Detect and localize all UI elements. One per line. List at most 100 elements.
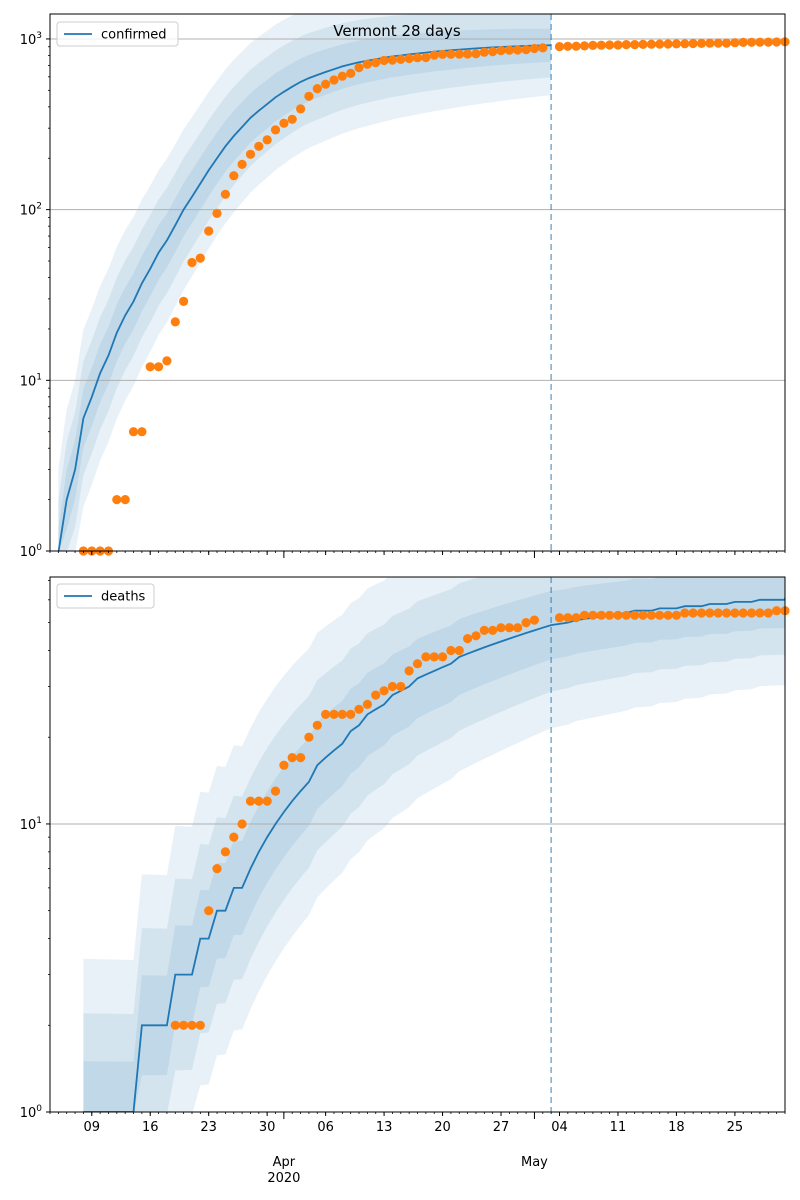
- confirmed-observed-point: [237, 159, 247, 169]
- confirmed-observed-point: [120, 495, 130, 505]
- confirmed-observed-point: [446, 49, 456, 59]
- confirmed-observed-point: [763, 37, 773, 47]
- deaths-observed-point: [220, 847, 230, 857]
- deaths-observed-point: [479, 625, 489, 636]
- deaths-observed-point: [279, 760, 289, 770]
- x-tick-label: 25: [727, 1120, 744, 1135]
- deaths-observed-point: [738, 608, 748, 618]
- deaths-observed-point: [571, 613, 581, 623]
- deaths-observed-point: [713, 608, 723, 618]
- deaths-observed-point: [772, 606, 782, 616]
- x-tick-label: 16: [142, 1120, 159, 1135]
- confirmed-observed-point: [680, 39, 690, 49]
- confirmed-observed-point: [312, 84, 322, 94]
- deaths-observed-point: [579, 610, 590, 620]
- confirmed-observed-point: [772, 37, 782, 47]
- deaths-observed-point: [638, 610, 648, 620]
- deaths-observed-point: [296, 753, 306, 763]
- deaths-uncertainty-bands: [83, 577, 785, 1112]
- x-year-label: 2020: [267, 1171, 300, 1186]
- deaths-y-ticks: 100 101: [20, 580, 50, 1121]
- deaths-observed-point: [521, 618, 531, 628]
- confirmed-observed-point: [254, 141, 264, 151]
- deaths-observed-point: [747, 608, 757, 618]
- confirmed-y-ticks: 100 101 102 103: [20, 31, 50, 560]
- confirmed-observed-point: [605, 40, 615, 50]
- deaths-observed-point: [605, 610, 615, 620]
- deaths-observed-point: [396, 681, 406, 692]
- confirmed-observed-point: [195, 253, 205, 263]
- confirmed-observed-point: [287, 114, 297, 124]
- confirmed-observed-point: [521, 45, 531, 55]
- deaths-observed-point: [412, 659, 423, 669]
- confirmed-observed-point: [220, 189, 230, 199]
- confirmed-observed-point: [421, 52, 431, 63]
- deaths-observed-point: [613, 610, 623, 620]
- confirmed-observed-point: [655, 39, 665, 49]
- deaths-observed-point: [346, 709, 356, 720]
- confirmed-y-tick-label: 103: [20, 31, 42, 48]
- deaths-observed-point: [513, 623, 523, 633]
- confirmed-observed-point: [671, 39, 682, 49]
- confirmed-observed-point: [404, 53, 414, 64]
- deaths-band-2: [83, 577, 785, 1112]
- confirmed-observed-point: [187, 257, 197, 268]
- confirmed-observed-point: [513, 45, 523, 55]
- confirmed-observed-point: [229, 171, 239, 181]
- deaths-observed-point: [270, 786, 281, 796]
- confirmed-observed-point: [387, 55, 397, 65]
- x-tick-label: 13: [376, 1120, 393, 1135]
- deaths-x-ticks: [49, 1112, 786, 1119]
- confirmed-observed-point: [588, 40, 598, 51]
- x-axis-date-labels: 09 16 23 30 06 13 20 27 04 11 18 25 Apr May 2020: [83, 1120, 743, 1186]
- deaths-observed-point: [237, 819, 247, 829]
- deaths-band-1: [83, 577, 785, 1112]
- confirmed-observed-point: [128, 427, 139, 437]
- confirmed-observed-point: [688, 38, 698, 49]
- deaths-observed-point: [630, 610, 640, 620]
- confirmed-observed-point: [162, 356, 172, 366]
- deaths-observed-point: [195, 1020, 205, 1030]
- deaths-observed-point: [705, 608, 715, 618]
- confirmed-observed-point: [471, 49, 481, 59]
- confirmed-observed-point: [463, 49, 473, 59]
- confirmed-observed-point: [730, 38, 740, 48]
- x-tick-label: 20: [434, 1120, 451, 1135]
- confirmed-observed-point: [563, 41, 573, 51]
- confirmed-observed-point: [579, 41, 590, 51]
- confirmed-observed-point: [621, 40, 631, 50]
- x-tick-label: 11: [610, 1120, 627, 1135]
- deaths-observed-point: [696, 608, 707, 618]
- confirmed-band-1: [58, 14, 552, 551]
- x-tick-label: 04: [551, 1120, 568, 1135]
- deaths-observed-point: [387, 681, 397, 692]
- deaths-observed-point: [563, 613, 573, 623]
- confirmed-observed-point: [371, 58, 381, 68]
- confirmed-model-line: [57, 44, 552, 551]
- deaths-observed-point: [362, 699, 372, 710]
- deaths-observed-point: [688, 608, 698, 618]
- confirmed-y-tick-label: 102: [20, 202, 42, 219]
- deaths-observed-point: [371, 690, 381, 700]
- deaths-observed-point: [596, 610, 606, 620]
- x-tick-label: 09: [83, 1120, 100, 1135]
- deaths-observed-point: [312, 720, 322, 730]
- deaths-observed-point: [730, 608, 740, 618]
- confirmed-observed-point: [396, 54, 406, 64]
- deaths-y-tick-label: 101: [20, 816, 42, 833]
- confirmed-observed-point: [362, 59, 372, 69]
- deaths-observed-point: [621, 610, 631, 620]
- deaths-observed-point: [488, 625, 498, 636]
- confirmed-observed-point: [279, 118, 289, 128]
- confirmed-observed-point: [304, 91, 314, 101]
- deaths-observed-point: [646, 610, 657, 620]
- x-tick-label: 06: [317, 1120, 334, 1135]
- deaths-observed-point: [379, 686, 389, 696]
- confirmed-observed-point: [496, 46, 506, 56]
- confirmed-observed-point: [337, 71, 347, 81]
- confirmed-observed-point: [747, 37, 757, 47]
- x-month-label: Apr: [273, 1155, 296, 1170]
- confirmed-observed-point: [663, 39, 673, 49]
- confirmed-observed-point: [438, 49, 448, 60]
- confirmed-observed-point: [412, 53, 423, 63]
